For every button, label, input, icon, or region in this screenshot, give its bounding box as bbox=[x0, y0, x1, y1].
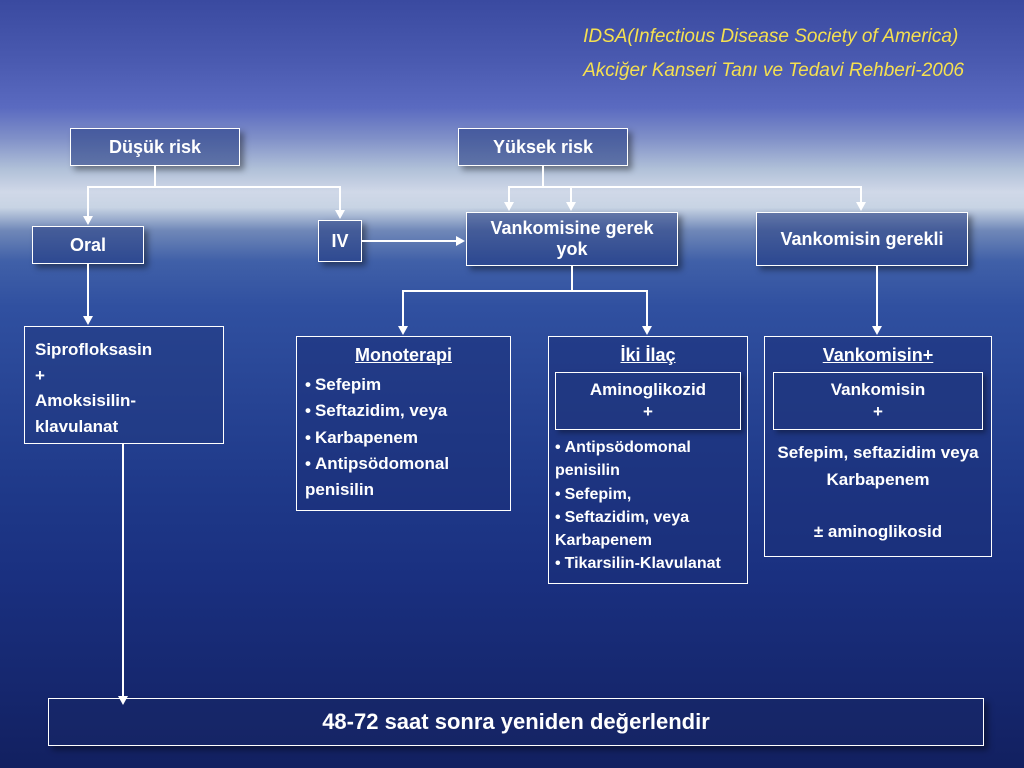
arrowhead-down-icon bbox=[642, 326, 652, 335]
edge bbox=[362, 240, 456, 242]
node-vanko-no: Vankomisine gerek yok bbox=[466, 212, 678, 266]
footer-box: 48-72 saat sonra yeniden değerlendir bbox=[48, 698, 984, 746]
edge bbox=[87, 264, 89, 316]
vanko-tail3: ± aminoglikosid bbox=[814, 522, 942, 541]
node-iki-ilac: İki İlaç Aminoglikozid+ Antipsödomonal p… bbox=[548, 336, 748, 584]
mono-list: Sefepim Seftazidim, veya Karbapenem Anti… bbox=[305, 372, 502, 504]
arrowhead-down-icon bbox=[335, 210, 345, 219]
node-oral: Oral bbox=[32, 226, 144, 264]
edge bbox=[508, 186, 510, 202]
arrowhead-down-icon bbox=[872, 326, 882, 335]
node-vanko-yes: Vankomisin gerekli bbox=[756, 212, 968, 266]
edge bbox=[87, 186, 341, 188]
mono-item: Karbapenem bbox=[305, 425, 502, 451]
vanko-title: Vankomisin+ bbox=[773, 343, 983, 372]
node-low-risk: Düşük risk bbox=[70, 128, 240, 166]
arrowhead-down-icon bbox=[856, 202, 866, 211]
iki-sub: Aminoglikozid+ bbox=[555, 372, 741, 430]
edge bbox=[571, 266, 573, 290]
mono-item: Seftazidim, veya bbox=[305, 398, 502, 424]
edge bbox=[402, 290, 648, 292]
header-line1: IDSA(Infectious Disease Society of Ameri… bbox=[583, 20, 964, 54]
iki-list: Antipsödomonal penisilin Sefepim, Seftaz… bbox=[555, 436, 741, 575]
footer-label: 48-72 saat sonra yeniden değerlendir bbox=[322, 709, 710, 734]
arrowhead-down-icon bbox=[398, 326, 408, 335]
iki-item: Antipsödomonal penisilin bbox=[555, 436, 741, 482]
node-low-risk-label: Düşük risk bbox=[109, 137, 201, 158]
header-line2: Akciğer Kanseri Tanı ve Tedavi Rehberi-2… bbox=[583, 54, 964, 88]
arrowhead-down-icon bbox=[504, 202, 514, 211]
edge bbox=[646, 290, 648, 326]
arrowhead-down-icon bbox=[566, 202, 576, 211]
node-vanko-no-label: Vankomisine gerek yok bbox=[473, 218, 671, 260]
edge bbox=[570, 186, 572, 202]
edge bbox=[402, 290, 404, 326]
node-oral-label: Oral bbox=[70, 235, 106, 256]
vanko-tail1: Sefepim, seftazidim veya bbox=[777, 443, 978, 462]
mono-item: Antipsödomonal penisilin bbox=[305, 451, 502, 504]
arrowhead-down-icon bbox=[83, 216, 93, 225]
node-vanko-yes-label: Vankomisin gerekli bbox=[780, 229, 943, 250]
node-high-risk: Yüksek risk bbox=[458, 128, 628, 166]
iki-item: Tikarsilin-Klavulanat bbox=[555, 552, 741, 575]
mono-item: Sefepim bbox=[305, 372, 502, 398]
iki-title: İki İlaç bbox=[555, 343, 741, 372]
edge bbox=[339, 186, 341, 210]
vanko-tail2: Karbapenem bbox=[827, 470, 930, 489]
arrowhead-down-icon bbox=[118, 696, 128, 705]
node-vanko-plus: Vankomisin+ Vankomisin+ Sefepim, seftazi… bbox=[764, 336, 992, 557]
edge bbox=[122, 444, 124, 696]
vanko-sub: Vankomisin+ bbox=[773, 372, 983, 430]
edge bbox=[860, 186, 862, 202]
iki-sub-text: Aminoglikozid+ bbox=[590, 380, 706, 421]
iki-item: Seftazidim, veya Karbapenem bbox=[555, 506, 741, 552]
vanko-sub-text: Vankomisin+ bbox=[831, 380, 925, 421]
edge bbox=[87, 186, 89, 216]
node-iv-label: IV bbox=[331, 231, 348, 252]
node-monoterapi: Monoterapi Sefepim Seftazidim, veya Karb… bbox=[296, 336, 511, 511]
mono-title: Monoterapi bbox=[305, 343, 502, 372]
slide-header: IDSA(Infectious Disease Society of Ameri… bbox=[583, 20, 964, 88]
arrowhead-right-icon bbox=[456, 236, 465, 246]
edge bbox=[154, 166, 156, 186]
node-oral-rx: Siprofloksasin+Amoksisilin-klavulanat bbox=[24, 326, 224, 444]
edge bbox=[508, 186, 862, 188]
iki-item: Sefepim, bbox=[555, 483, 741, 506]
node-high-risk-label: Yüksek risk bbox=[493, 137, 593, 158]
node-oral-rx-text: Siprofloksasin+Amoksisilin-klavulanat bbox=[35, 337, 152, 439]
edge bbox=[542, 166, 544, 186]
vanko-tail: Sefepim, seftazidim veya Karbapenem ± am… bbox=[773, 436, 983, 545]
edge bbox=[876, 266, 878, 326]
node-iv: IV bbox=[318, 220, 362, 262]
arrowhead-down-icon bbox=[83, 316, 93, 325]
